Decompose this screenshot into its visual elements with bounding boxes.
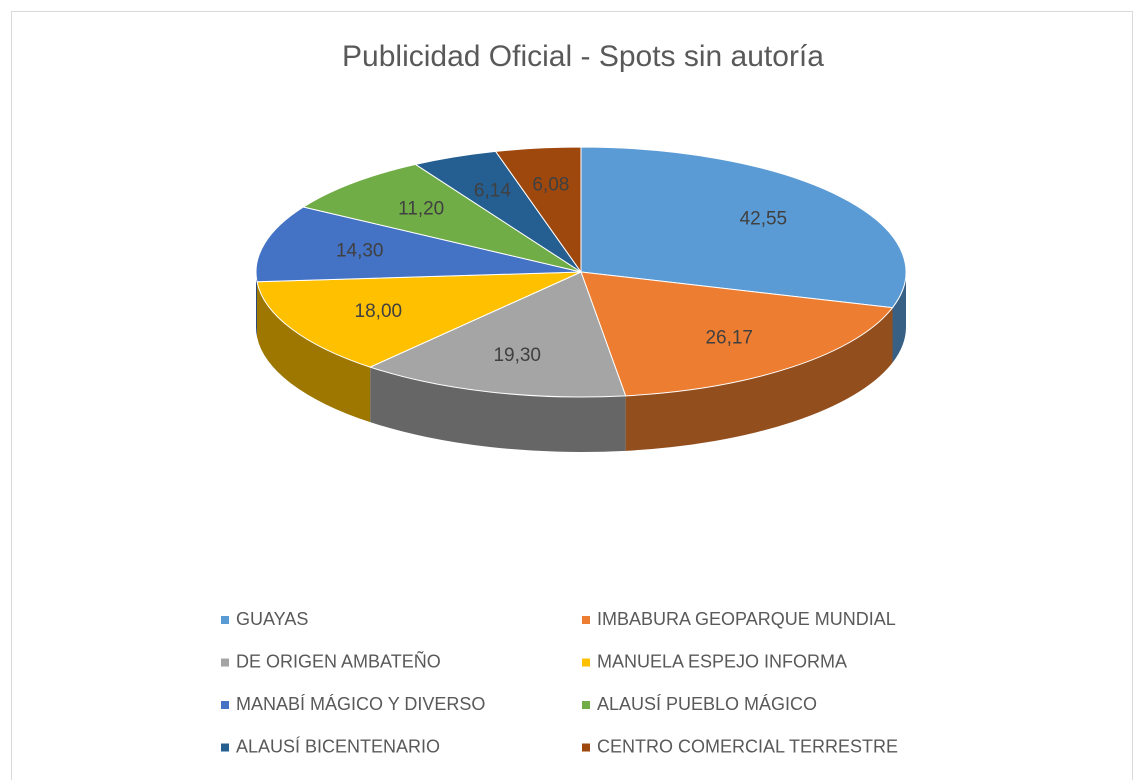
legend-label: MANUELA ESPEJO INFORMA: [597, 651, 847, 671]
data-label: 14,30: [336, 241, 384, 262]
legend-marker: [221, 658, 229, 667]
data-label: 11,20: [398, 199, 444, 220]
slice: [580, 146, 907, 309]
legend-marker: [582, 701, 590, 709]
legend-marker: [221, 616, 229, 624]
data-label: 6,08: [532, 174, 569, 195]
data-label: 18,00: [355, 301, 403, 322]
slice-side: [892, 272, 907, 363]
legend-label: IMBABURA GEOPARQUE MUNDIAL: [597, 609, 896, 629]
data-label: 42,55: [740, 209, 788, 230]
slice: [368, 271, 627, 398]
data-label: 26,17: [705, 327, 753, 348]
legend-marker: [582, 616, 590, 624]
slice: [302, 163, 582, 273]
slice-side: [256, 281, 371, 423]
slice-side: [370, 367, 626, 452]
legend-label: ALAUSÍ PUEBLO MÁGICO: [597, 694, 817, 714]
slice: [256, 271, 582, 368]
data-label: 19,30: [493, 345, 541, 366]
legend-label: ALAUSÍ BICENTENARIO: [236, 736, 440, 756]
legend-label: DE ORIGEN AMBATEÑO: [236, 650, 441, 671]
slice-side: [256, 272, 257, 337]
slice-side: [625, 307, 893, 451]
slice: [255, 206, 582, 283]
legend-marker: [221, 701, 229, 709]
legend-label: GUAYAS: [236, 609, 308, 629]
slice: [580, 271, 894, 397]
data-label: 6,14: [474, 180, 511, 201]
slice: [494, 146, 582, 274]
legend-label: CENTRO COMERCIAL TERRESTRE: [597, 736, 898, 756]
chart-title: Publicidad Oficial - Spots sin autoría: [342, 40, 824, 73]
legend-marker: [221, 743, 229, 752]
legend-marker: [582, 658, 590, 667]
legend-marker: [582, 743, 590, 752]
legend-label: MANABÍ MÁGICO Y DIVERSO: [236, 694, 485, 714]
